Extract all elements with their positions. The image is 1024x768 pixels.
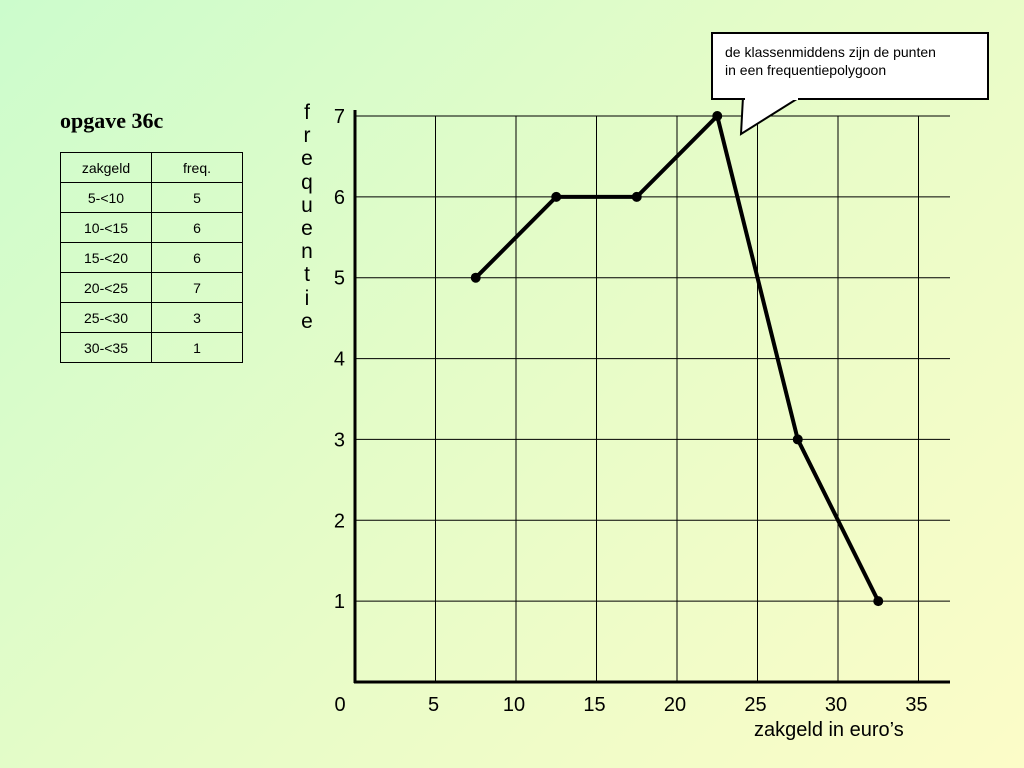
callout-box: de klassenmiddens zijn de punten in een … bbox=[711, 32, 989, 100]
axes bbox=[353, 110, 950, 684]
y-axis-label-letter: n bbox=[301, 240, 313, 264]
frequency-table: zakgeld freq. 5-<10 5 10-<15 6 15-<20 6 … bbox=[60, 152, 243, 363]
series-line bbox=[474, 114, 881, 603]
y-tick-label: 6 bbox=[334, 187, 345, 209]
table-cell: 15-<20 bbox=[60, 242, 152, 273]
y-tick-label: 3 bbox=[334, 429, 345, 451]
y-tick-label: 1 bbox=[334, 591, 345, 613]
table-cell: 1 bbox=[151, 332, 243, 363]
data-point bbox=[792, 434, 803, 445]
column-header-zakgeld: zakgeld bbox=[60, 152, 152, 183]
x-tick-label: 20 bbox=[664, 694, 686, 716]
table-cell: 3 bbox=[151, 302, 243, 333]
x-tick-label: 35 bbox=[905, 694, 927, 716]
y-axis-label-letter: i bbox=[304, 286, 310, 310]
data-point bbox=[873, 596, 884, 607]
y-axis-label-letter: q bbox=[301, 170, 313, 194]
y-axis-label-letter: e bbox=[301, 217, 313, 241]
table-cell: 6 bbox=[151, 242, 243, 273]
table-cell: 30-<35 bbox=[60, 332, 152, 363]
y-axis-label-letter: t bbox=[304, 263, 310, 287]
table-row: 15-<20 6 bbox=[60, 242, 243, 273]
table-cell: 25-<30 bbox=[60, 302, 152, 333]
x-tick-label: 15 bbox=[583, 694, 605, 716]
x-tick-label: 0 bbox=[334, 694, 345, 716]
y-axis-label-letter: r bbox=[303, 124, 311, 148]
y-axis-label-letter: e bbox=[301, 309, 313, 333]
tick-labels: 1 2 3 4 5 6 7 0 5 10 15 20 25 30 35 bbox=[334, 106, 928, 716]
data-point bbox=[470, 272, 481, 283]
x-tick-label: 5 bbox=[428, 694, 439, 716]
table-cell: 5-<10 bbox=[60, 182, 152, 213]
y-tick-label: 5 bbox=[334, 268, 345, 290]
x-tick-label: 10 bbox=[503, 694, 525, 716]
callout-line: in een frequentiepolygoon bbox=[725, 62, 887, 78]
y-tick-label: 7 bbox=[334, 106, 345, 128]
x-tick-label: 30 bbox=[825, 694, 847, 716]
grid bbox=[355, 115, 950, 682]
data-point bbox=[712, 111, 723, 121]
x-tick-label: 25 bbox=[744, 694, 766, 716]
x-axis-label: zakgeld in euro’s bbox=[754, 719, 904, 741]
y-axis-label-letter: e bbox=[301, 147, 313, 171]
callout-line: de klassenmiddens zijn de punten bbox=[725, 44, 936, 60]
table-row: 25-<30 3 bbox=[60, 302, 243, 333]
y-axis-label-letter: f bbox=[304, 101, 310, 124]
y-axis-label-letter: u bbox=[301, 193, 313, 217]
table-row: 10-<15 6 bbox=[60, 212, 243, 243]
slide-title: opgave 36c bbox=[60, 108, 164, 133]
y-tick-label: 4 bbox=[334, 349, 345, 371]
data-point bbox=[631, 191, 642, 202]
column-header-freq: freq. bbox=[151, 152, 243, 183]
data-point bbox=[551, 191, 562, 202]
table-row: 20-<25 7 bbox=[60, 272, 243, 303]
table-row: 30-<35 1 bbox=[60, 332, 243, 363]
y-tick-label: 2 bbox=[334, 510, 345, 532]
series-frequency bbox=[470, 111, 884, 607]
table-header-row: zakgeld freq. bbox=[60, 152, 243, 183]
